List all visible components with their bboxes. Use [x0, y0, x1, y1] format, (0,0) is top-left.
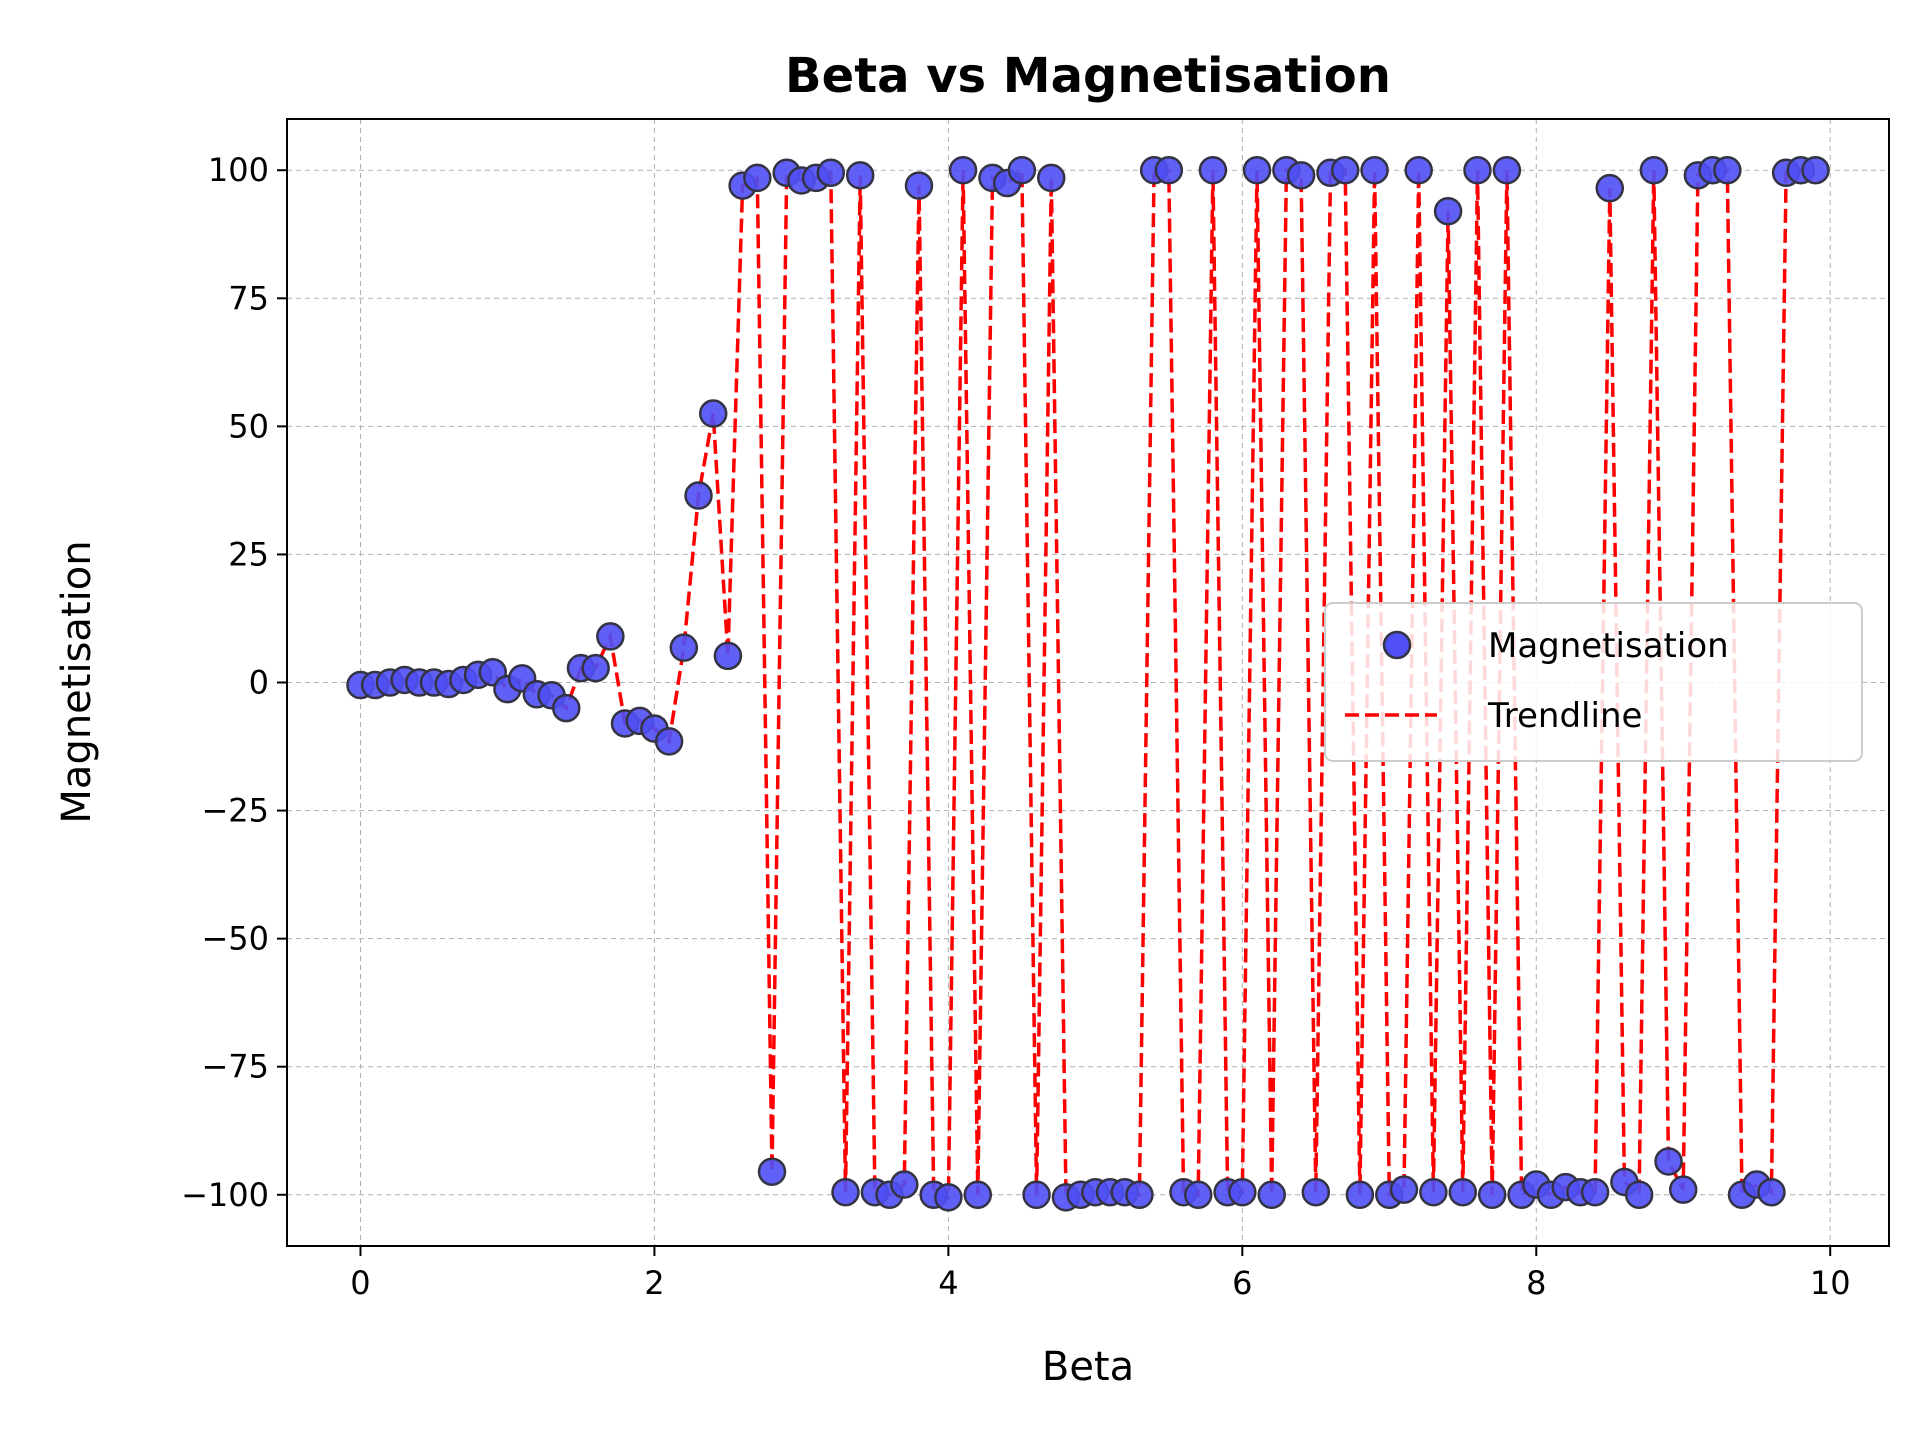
y-tick-label: 100 [208, 151, 269, 189]
x-tick-label: 0 [350, 1264, 370, 1302]
y-tick-label: 75 [228, 279, 269, 317]
data-point [1448, 1177, 1478, 1207]
data-point [1713, 155, 1742, 185]
data-point [934, 1183, 963, 1212]
data-point [1463, 155, 1492, 185]
legend-marker-magnetisation [1382, 630, 1412, 660]
data-point [845, 161, 875, 190]
y-tick-label: −100 [181, 1176, 269, 1214]
data-point [713, 641, 743, 671]
x-tick-label: 4 [938, 1264, 958, 1302]
legend-label-trendline: Trendline [1487, 696, 1642, 736]
data-point [596, 622, 625, 651]
x-tick-label: 8 [1526, 1264, 1546, 1302]
data-point [1360, 155, 1389, 185]
data-point [1433, 196, 1463, 226]
data-point [1639, 155, 1669, 185]
data-point [1228, 1177, 1257, 1207]
data-point [757, 1157, 787, 1186]
data-point [1654, 1147, 1683, 1176]
data-point [1492, 155, 1522, 185]
data-point [1345, 1180, 1375, 1210]
data-point [1757, 1177, 1786, 1207]
data-point [1801, 155, 1830, 185]
data-point [1389, 1175, 1419, 1204]
data-point [904, 171, 934, 200]
data-point [1154, 155, 1184, 185]
data-point [1037, 163, 1066, 193]
data-point [1286, 161, 1316, 190]
data-point [831, 1177, 860, 1207]
data-point [1242, 155, 1272, 185]
y-axis-label: Magnetisation [54, 540, 100, 823]
legend-box [1324, 602, 1863, 762]
x-tick-label: 10 [1810, 1264, 1851, 1302]
data-point [684, 481, 713, 510]
x-axis-label: Beta [1042, 1344, 1134, 1390]
y-tick-label: 50 [228, 407, 269, 445]
data-point [948, 155, 978, 185]
data-point [1257, 1180, 1286, 1210]
data-point [963, 1180, 993, 1210]
marker-layer [346, 155, 1830, 1212]
data-point [1419, 1177, 1448, 1207]
legend: Magnetisation Trendline [1324, 602, 1863, 762]
y-tick-label: 25 [228, 535, 269, 573]
data-point [1022, 1180, 1051, 1210]
x-tick-label: 2 [644, 1264, 664, 1302]
data-point [1330, 155, 1360, 185]
data-point [1125, 1180, 1154, 1210]
x-tick-label: 6 [1232, 1264, 1252, 1302]
data-point [890, 1170, 919, 1199]
y-tick-label: −50 [201, 920, 269, 958]
data-point [1580, 1177, 1610, 1207]
data-point [743, 163, 772, 193]
data-point [1007, 155, 1037, 185]
legend-label-magnetisation: Magnetisation [1488, 626, 1729, 666]
data-point [698, 399, 728, 428]
chart-title: Beta vs Magnetisation [785, 48, 1391, 104]
data-point [1668, 1175, 1698, 1204]
data-point [669, 633, 699, 662]
y-tick-label: 0 [249, 664, 269, 702]
data-point [1477, 1180, 1507, 1210]
data-point [816, 158, 846, 188]
y-tick-label: −75 [201, 1048, 269, 1086]
data-point [1301, 1177, 1331, 1207]
data-point [551, 693, 581, 723]
data-point [1183, 1180, 1213, 1210]
data-point [1595, 173, 1625, 203]
data-point [1198, 155, 1228, 185]
axis-ticks: 0 2 4 6 8 10 100 75 50 25 0 −25 −50 −75 −100 [181, 151, 1850, 1302]
data-point [1624, 1180, 1654, 1210]
y-tick-label: −25 [201, 792, 269, 830]
data-point [654, 727, 684, 756]
data-point [581, 653, 610, 683]
data-point [1404, 155, 1433, 185]
